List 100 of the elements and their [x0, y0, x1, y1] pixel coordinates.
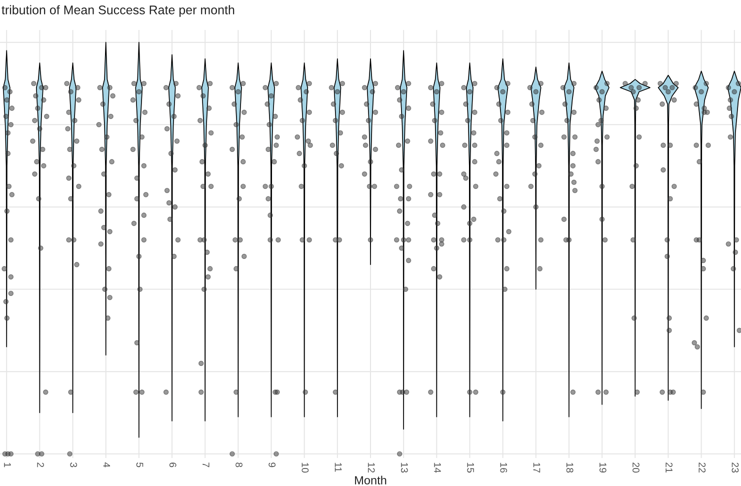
- point: [566, 89, 572, 94]
- point: [696, 159, 702, 164]
- point: [734, 237, 740, 243]
- point: [4, 97, 10, 103]
- point: [694, 101, 699, 107]
- point: [473, 184, 478, 190]
- point: [266, 122, 272, 128]
- x-tick-label: 2: [37, 462, 44, 468]
- point: [104, 134, 110, 140]
- point: [330, 101, 336, 107]
- point: [504, 184, 510, 190]
- point: [402, 286, 408, 292]
- point: [728, 134, 734, 140]
- point: [240, 184, 246, 190]
- point: [674, 80, 679, 86]
- point: [131, 80, 137, 86]
- point: [68, 390, 74, 395]
- point: [432, 212, 438, 218]
- point: [106, 266, 112, 272]
- point: [500, 390, 506, 395]
- point: [700, 266, 706, 272]
- point: [8, 290, 14, 296]
- point: [396, 97, 402, 103]
- point: [306, 138, 311, 144]
- point: [75, 84, 80, 90]
- point: [336, 237, 342, 243]
- point: [472, 142, 478, 148]
- point: [136, 254, 142, 259]
- point: [268, 93, 274, 98]
- x-tick-label: 12: [368, 462, 375, 472]
- point: [340, 80, 346, 86]
- point: [438, 130, 444, 136]
- point: [99, 146, 105, 152]
- point: [666, 328, 672, 334]
- point: [440, 142, 446, 148]
- point: [394, 84, 400, 90]
- point: [198, 360, 204, 366]
- point: [234, 122, 239, 128]
- point: [404, 220, 410, 226]
- point: [143, 192, 149, 198]
- point: [65, 126, 70, 132]
- point: [533, 89, 539, 94]
- point: [700, 258, 706, 264]
- point: [596, 97, 602, 103]
- x-tick-label: 20: [632, 462, 640, 473]
- point: [43, 84, 48, 90]
- point: [570, 150, 576, 156]
- x-tick-label: 13: [400, 462, 408, 473]
- point: [636, 134, 642, 140]
- point: [101, 224, 107, 230]
- point: [240, 159, 246, 164]
- point: [4, 208, 10, 214]
- x-tick-label: 23: [732, 462, 739, 473]
- point: [362, 142, 368, 148]
- point: [6, 184, 12, 190]
- point: [172, 167, 178, 173]
- point: [461, 171, 466, 177]
- point: [296, 150, 302, 156]
- point: [505, 80, 510, 86]
- point: [274, 451, 279, 457]
- point: [4, 315, 10, 321]
- point: [234, 390, 239, 395]
- point: [71, 163, 76, 168]
- point: [668, 142, 673, 148]
- point: [532, 134, 538, 140]
- point: [630, 237, 636, 243]
- point: [428, 390, 434, 395]
- x-tick-label: 14: [434, 462, 441, 473]
- point: [262, 84, 268, 90]
- point: [98, 241, 104, 247]
- point: [428, 84, 434, 90]
- point: [72, 118, 78, 124]
- point: [472, 159, 478, 164]
- point: [694, 344, 700, 350]
- point: [467, 89, 472, 94]
- point: [136, 89, 142, 94]
- point: [35, 106, 40, 111]
- point: [406, 184, 412, 190]
- point: [168, 150, 174, 156]
- point: [434, 245, 440, 251]
- x-tick-label: 9: [268, 462, 276, 468]
- point: [566, 237, 572, 243]
- point: [296, 84, 302, 90]
- point: [110, 93, 116, 98]
- point: [9, 106, 15, 111]
- point: [8, 122, 14, 128]
- point: [33, 93, 38, 98]
- point: [438, 110, 444, 115]
- point: [603, 106, 609, 111]
- point: [230, 146, 235, 152]
- point: [366, 184, 372, 190]
- point: [431, 171, 436, 177]
- point: [364, 101, 370, 107]
- point: [201, 286, 207, 292]
- point: [504, 130, 510, 136]
- point: [372, 146, 378, 152]
- point: [538, 142, 544, 148]
- point: [102, 286, 108, 292]
- point: [593, 84, 599, 90]
- point: [494, 150, 500, 156]
